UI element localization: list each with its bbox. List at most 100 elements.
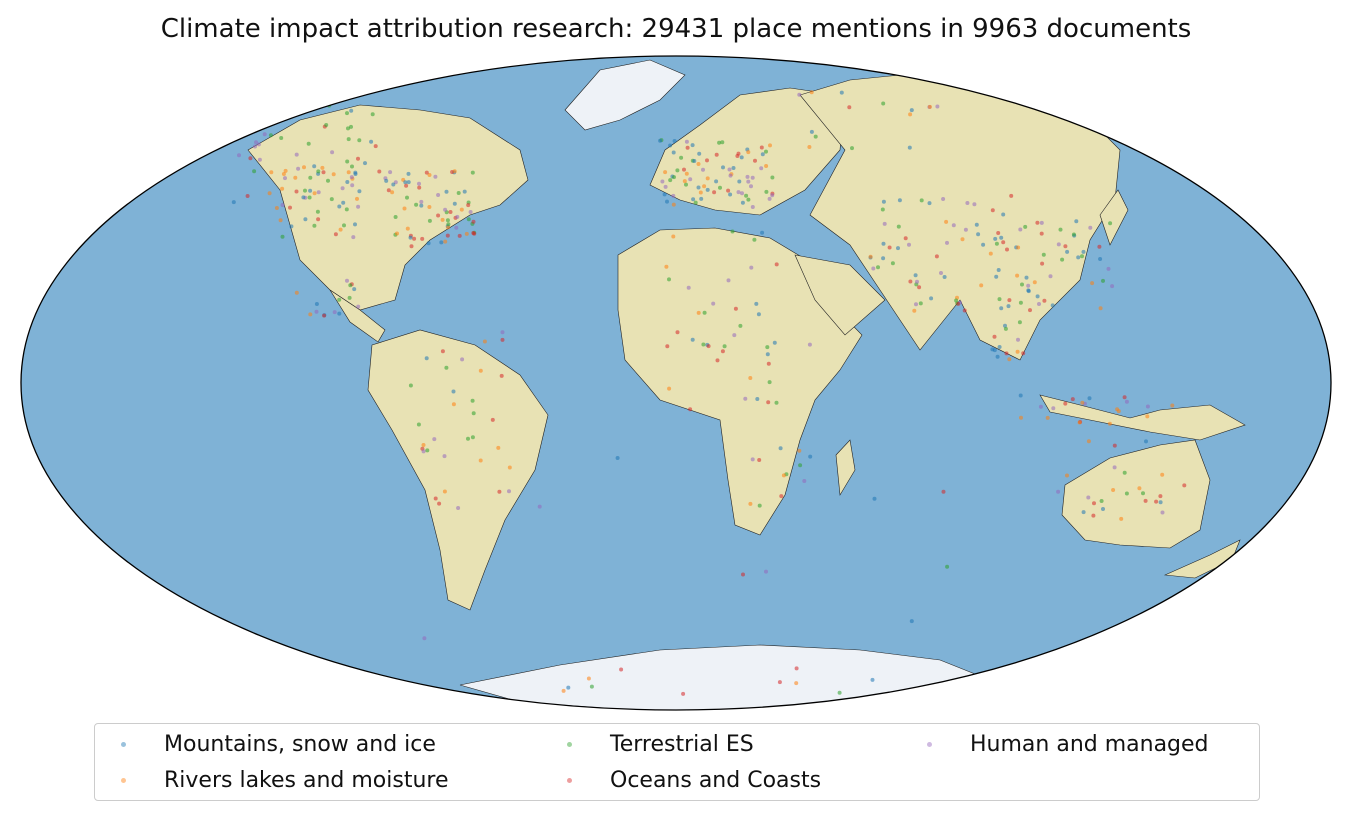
place-mention-dot: [470, 435, 475, 440]
place-mention-dot: [809, 129, 814, 134]
place-mention-dot: [331, 172, 336, 177]
place-mention-dot: [706, 344, 711, 349]
place-mention-dot: [1018, 393, 1023, 398]
place-mention-dot: [218, 118, 223, 123]
place-mention-dot: [837, 690, 842, 695]
place-mention-dot: [990, 208, 995, 213]
place-mention-dot: [871, 266, 876, 271]
place-mention-dot: [664, 264, 669, 269]
place-mention-dot: [1039, 220, 1044, 225]
place-mention-dot: [1016, 337, 1020, 342]
place-mention-dot: [356, 304, 361, 309]
place-mention-dot: [770, 193, 775, 198]
place-mention-dot: [718, 185, 722, 190]
place-mention-dot: [750, 175, 755, 180]
place-mention-dot: [455, 214, 460, 219]
place-mention-dot: [988, 251, 993, 256]
place-mention-dot: [764, 149, 768, 154]
place-mention-dot: [1001, 240, 1006, 245]
place-mention-dot: [615, 456, 620, 460]
place-mention-dot: [433, 496, 438, 501]
place-mention-dot: [395, 231, 399, 236]
place-mention-dot: [668, 178, 673, 183]
landmass-central-america: [329, 289, 386, 343]
legend-marker: [121, 778, 126, 783]
legend-marker: [567, 742, 572, 747]
place-mention-dot: [960, 237, 965, 242]
place-mention-dot: [764, 569, 768, 574]
place-mention-dot: [766, 361, 771, 366]
place-mention-dot: [671, 193, 676, 198]
place-mention-dot: [312, 191, 317, 196]
place-mention-dot: [419, 203, 424, 208]
place-mention-dot: [951, 223, 956, 228]
place-mention-dot: [1038, 404, 1043, 409]
place-mention-dot: [1081, 249, 1086, 254]
place-mention-dot: [881, 199, 886, 204]
place-mention-dot: [436, 213, 441, 218]
place-mention-dot: [1101, 507, 1105, 511]
place-mention-dot: [715, 358, 720, 363]
place-mention-dot: [731, 166, 736, 170]
place-mention-dot: [443, 239, 448, 244]
place-mention-dot: [999, 235, 1004, 240]
place-mention-dot: [797, 448, 802, 453]
place-mention-dot: [738, 323, 743, 328]
place-mention-dot: [440, 349, 445, 354]
place-mention-dot: [280, 203, 285, 207]
place-mention-dot: [956, 301, 961, 306]
place-mention-dot: [219, 126, 224, 131]
place-mention-dot: [426, 241, 431, 246]
place-mention-dot: [802, 479, 807, 483]
place-mention-dot: [293, 175, 298, 180]
place-mention-dot: [665, 344, 670, 349]
place-mention-dot: [755, 397, 760, 401]
landmass-africa: [617, 227, 863, 536]
place-mention-dot: [1086, 439, 1091, 444]
place-mention-dot: [478, 368, 483, 373]
place-mention-dot: [237, 102, 242, 107]
place-mention-dot: [1058, 227, 1063, 232]
place-mention-dot: [739, 155, 744, 160]
place-mention-dot: [1160, 510, 1165, 515]
place-mention-dot: [1021, 351, 1026, 356]
place-mention-dot: [722, 344, 727, 349]
place-mention-dot: [370, 112, 375, 117]
place-mention-dot: [507, 489, 511, 494]
place-mention-dot: [1098, 257, 1103, 261]
place-mention-dot: [414, 202, 419, 207]
place-mention-dot: [690, 143, 695, 148]
place-mention-dot: [1056, 489, 1061, 494]
place-mention-dot: [1028, 308, 1032, 313]
place-mention-dot: [255, 113, 260, 118]
place-mention-dot: [316, 217, 321, 222]
place-mention-dot: [288, 205, 292, 210]
place-mention-dot: [281, 172, 286, 176]
place-mention-dot: [1086, 495, 1091, 500]
place-mention-dot: [675, 168, 680, 173]
place-mention-dot: [497, 489, 502, 494]
place-mention-dot: [1056, 242, 1061, 247]
place-mention-dot: [682, 167, 686, 172]
place-mention-dot: [237, 153, 241, 158]
place-mention-dot: [994, 274, 999, 279]
place-mention-dot: [1090, 281, 1095, 286]
map-frame: [20, 55, 1332, 711]
place-mention-dot: [705, 187, 710, 192]
place-mention-dot: [981, 242, 986, 247]
place-mention-dot: [454, 225, 459, 230]
place-mention-dot: [1023, 224, 1028, 229]
place-mention-dot: [714, 179, 719, 184]
place-mention-dot: [1070, 397, 1075, 402]
place-mention-dot: [765, 352, 770, 357]
place-mention-dot: [1143, 498, 1148, 503]
place-mention-dot: [721, 165, 725, 170]
place-mention-dot: [424, 170, 429, 175]
place-mention-dot: [750, 457, 755, 462]
place-mention-dot: [1015, 349, 1020, 354]
place-mention-dot: [406, 171, 411, 176]
place-mention-dot: [349, 175, 354, 180]
place-mention-dot: [280, 234, 285, 239]
place-mention-dot: [586, 676, 591, 681]
place-mention-dot: [881, 101, 886, 106]
